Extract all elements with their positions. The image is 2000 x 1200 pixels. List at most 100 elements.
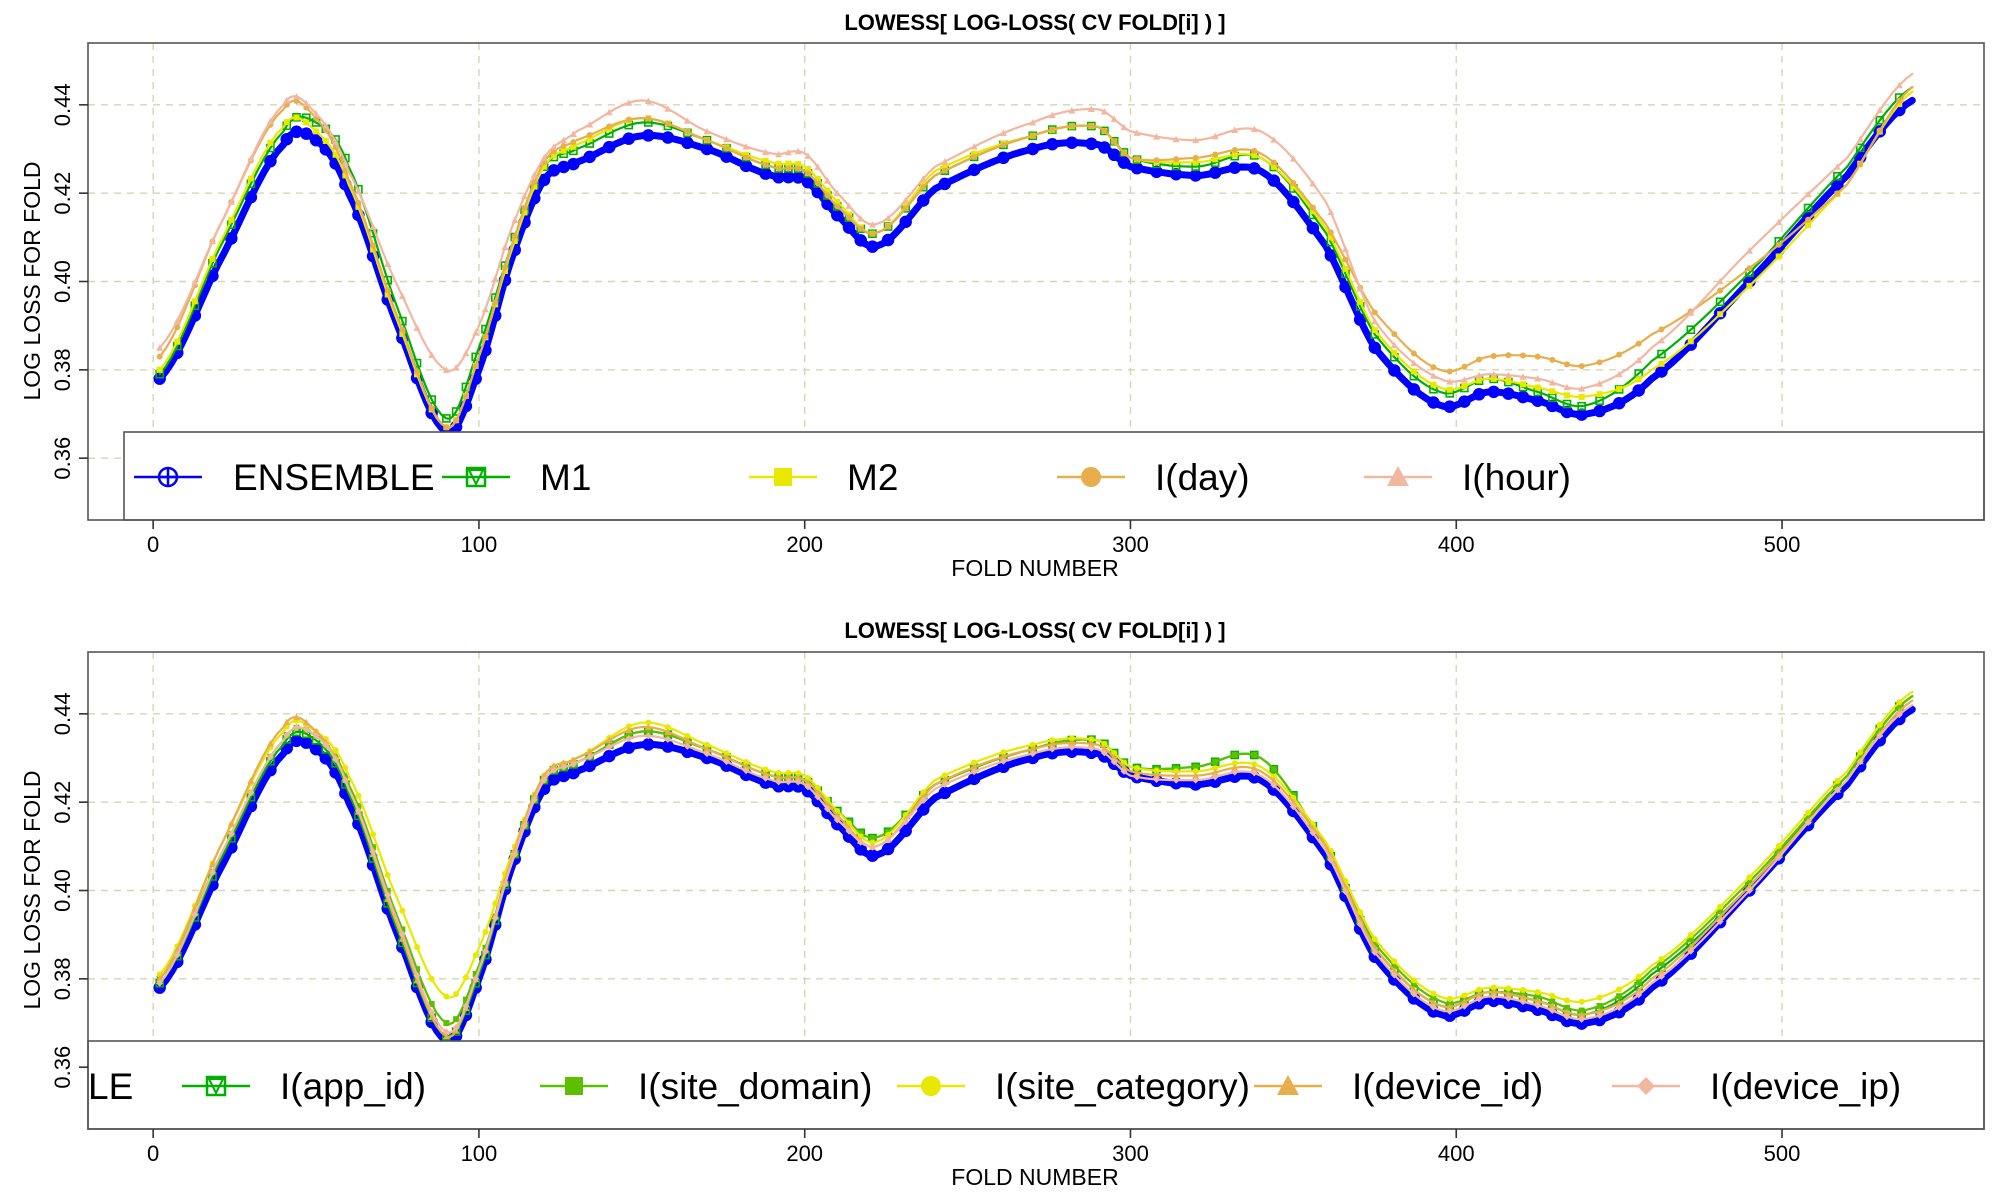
top-point-m2-174 (971, 150, 978, 157)
top-point-i-day-213 (1212, 151, 1219, 158)
top-point-m2-264 (1505, 377, 1512, 384)
top-point-m2-6 (191, 298, 198, 305)
bottom-point-i-site-domain-108 (625, 731, 632, 738)
bottom-point-i-site-domain-159 (869, 835, 876, 842)
bottom-point-i-device-id-141 (804, 778, 812, 786)
bottom-point-i-site-domain-279 (1578, 1007, 1585, 1014)
bottom-legend-marker-site-domain (565, 1077, 583, 1095)
top-point-ensemble-105 (602, 140, 616, 154)
top-point-m2-240 (1371, 327, 1378, 334)
top-point-i-hour-177 (999, 129, 1007, 137)
top-point-m2-252 (1446, 386, 1453, 393)
top-point-i-hour-126 (742, 143, 750, 150)
top-point-i-hour-249 (1429, 372, 1437, 379)
bottom-point-i-site-category-66 (462, 974, 469, 981)
top-point-i-hour-216 (1231, 126, 1239, 133)
top-point-m1-297 (1715, 297, 1725, 307)
bottom-point-i-device-ip-69 (472, 975, 480, 983)
top-point-m2-150 (834, 199, 841, 205)
top-point-i-day-312 (1857, 161, 1864, 168)
bottom-point-i-device-ip-282 (1596, 1012, 1604, 1020)
bottom-y-tick-label-3: 0.42 (50, 781, 75, 824)
top-point-i-day-111 (645, 115, 652, 122)
top-point-ensemble-183 (1046, 137, 1059, 151)
top-point-ensemble-207 (1169, 167, 1183, 181)
bottom-point-i-device-ip-126 (742, 767, 750, 775)
top-point-m2-45 (370, 246, 377, 253)
bottom-point-i-device-ip-21 (283, 731, 291, 739)
bottom-point-i-device-ip-108 (625, 735, 633, 743)
top-series-i-day (156, 86, 1914, 431)
top-point-i-hour-288 (1635, 356, 1643, 364)
top-point-i-hour-138 (794, 147, 802, 155)
bottom-point-i-device-id-105 (605, 736, 613, 744)
bottom-point-i-site-category-201 (1133, 765, 1140, 772)
bottom-point-i-device-ip-312 (1856, 758, 1864, 766)
top-point-i-day-270 (1534, 353, 1541, 360)
top-y-tick-label-2: 0.40 (50, 260, 75, 303)
bottom-point-i-site-category-213 (1212, 765, 1219, 772)
bottom-point-i-device-id-108 (625, 726, 633, 734)
top-point-ensemble-279 (1575, 408, 1588, 421)
top-point-i-day-171 (941, 167, 948, 174)
top-point-m2-138 (795, 161, 802, 168)
bottom-point-i-device-ip-294 (1687, 947, 1695, 955)
top-point-i-day-309 (1834, 190, 1841, 197)
bottom-point-i-device-ip-0 (156, 979, 164, 987)
top-point-i-day-102 (586, 132, 593, 139)
top-chart-title: LOWESS[ LOG-LOSS( CV FOLD[i] ) ] (844, 10, 1225, 35)
bottom-point-series-0-105 (602, 749, 616, 763)
top-point-i-hour-15 (247, 155, 255, 162)
top-point-i-day-183 (1049, 126, 1056, 133)
top-point-m2-255 (1461, 383, 1468, 390)
top-point-i-hour-228 (1309, 179, 1317, 187)
bottom-point-i-device-id-216 (1231, 764, 1239, 771)
top-series-group (153, 72, 1916, 432)
bottom-point-i-device-ip-105 (605, 743, 613, 751)
top-legend-marker-m2 (774, 468, 792, 486)
bottom-point-i-site-domain-222 (1270, 766, 1277, 773)
top-point-i-hour-258 (1475, 372, 1483, 379)
bottom-point-i-device-ip-90 (540, 776, 548, 784)
top-point-i-hour-273 (1548, 379, 1556, 386)
bottom-y-tick-label-2: 0.40 (50, 869, 75, 912)
top-point-i-hour-240 (1371, 317, 1379, 325)
top-point-i-day-129 (762, 161, 769, 168)
bottom-point-i-device-ip-51 (398, 930, 406, 938)
top-markers-ensemble (153, 103, 1906, 432)
top-point-i-hour-12 (227, 198, 235, 205)
top-point-m1-276 (1562, 399, 1572, 409)
top-point-m2-288 (1635, 376, 1642, 383)
top-point-i-hour-129 (762, 148, 770, 156)
bottom-point-i-site-category-243 (1391, 958, 1398, 965)
bottom-point-i-device-ip-75 (491, 914, 499, 922)
top-series-i-hour (156, 72, 1914, 392)
bottom-point-i-site-domain-300 (1746, 878, 1753, 885)
top-point-ensemble-129 (759, 167, 772, 180)
top-point-m2-0 (156, 366, 163, 373)
bottom-point-i-device-id-192 (1100, 744, 1108, 752)
bottom-point-i-site-domain-66 (462, 996, 469, 1003)
top-point-i-hour-276 (1563, 383, 1571, 391)
bottom-point-i-site-category-273 (1549, 992, 1556, 999)
bottom-point-i-device-ip-240 (1371, 948, 1379, 956)
top-point-i-day-240 (1371, 309, 1378, 316)
bottom-point-i-device-id-27 (302, 718, 310, 726)
top-point-i-hour-207 (1172, 135, 1180, 143)
bottom-point-i-site-domain-216 (1231, 751, 1238, 758)
top-point-ensemble-159 (866, 240, 879, 253)
bottom-point-i-site-category-114 (664, 724, 671, 731)
bottom-point-i-site-category-138 (795, 770, 802, 777)
top-point-i-hour-174 (970, 143, 978, 150)
bottom-point-i-device-ip-309 (1833, 786, 1841, 794)
bottom-point-i-device-id-138 (794, 774, 802, 781)
top-point-i-day-81 (511, 233, 518, 240)
bottom-point-i-site-category-192 (1101, 741, 1108, 748)
bottom-point-i-site-category-312 (1857, 749, 1864, 756)
top-point-m2-237 (1357, 298, 1364, 305)
top-point-ensemble-27 (300, 127, 313, 140)
bottom-x-tick-label-1: 100 (461, 1141, 498, 1166)
top-legend-marker-m1-tri (467, 469, 485, 487)
bottom-point-i-site-domain-69 (472, 970, 479, 977)
